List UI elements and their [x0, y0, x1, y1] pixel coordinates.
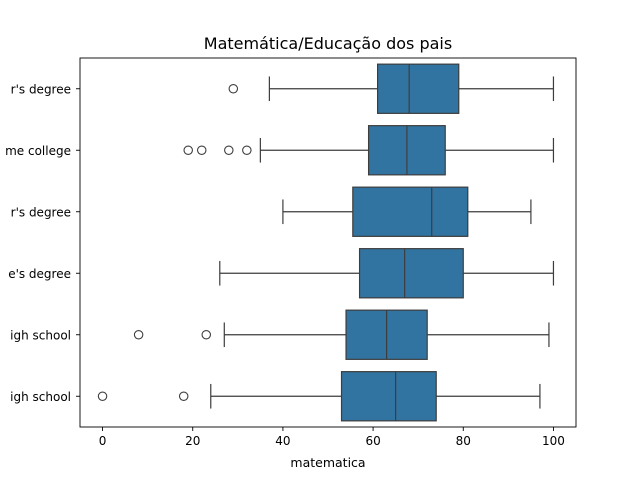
outlier-point [178, 391, 189, 401]
outlier-point [224, 145, 234, 156]
y-tick-label: me college [5, 144, 71, 158]
outlier-point [133, 329, 144, 340]
y-tick-label: igh school [10, 328, 71, 342]
x-tick-label: 80 [456, 434, 471, 448]
y-tick-label: igh school [10, 390, 71, 404]
outlier-point [196, 145, 207, 156]
x-axis-label: matematica [290, 455, 365, 470]
box-iqr [352, 186, 469, 237]
y-tick-label: r's degree [11, 82, 71, 96]
x-tick-label: 100 [542, 434, 565, 448]
outlier-point [228, 84, 239, 94]
box-iqr [358, 248, 464, 299]
x-tick-label: 0 [99, 434, 107, 448]
x-tick-label: 60 [365, 434, 380, 448]
plot-area: r's degree me college r's degree e's degree… [5, 57, 577, 448]
y-tick-label: e's degree [8, 267, 71, 281]
outlier-point [242, 145, 252, 156]
outlier-point [97, 391, 108, 401]
outlier-point [201, 329, 212, 340]
box-iqr [377, 63, 460, 114]
x-tick-label: 40 [275, 434, 290, 448]
box-iqr [340, 371, 437, 422]
outlier-point [183, 145, 193, 156]
plot-frame [79, 57, 577, 428]
chart-title: Matemática/Educação dos pais [204, 34, 452, 53]
y-tick-label: r's degree [11, 205, 71, 219]
x-tick-label: 20 [185, 434, 200, 448]
